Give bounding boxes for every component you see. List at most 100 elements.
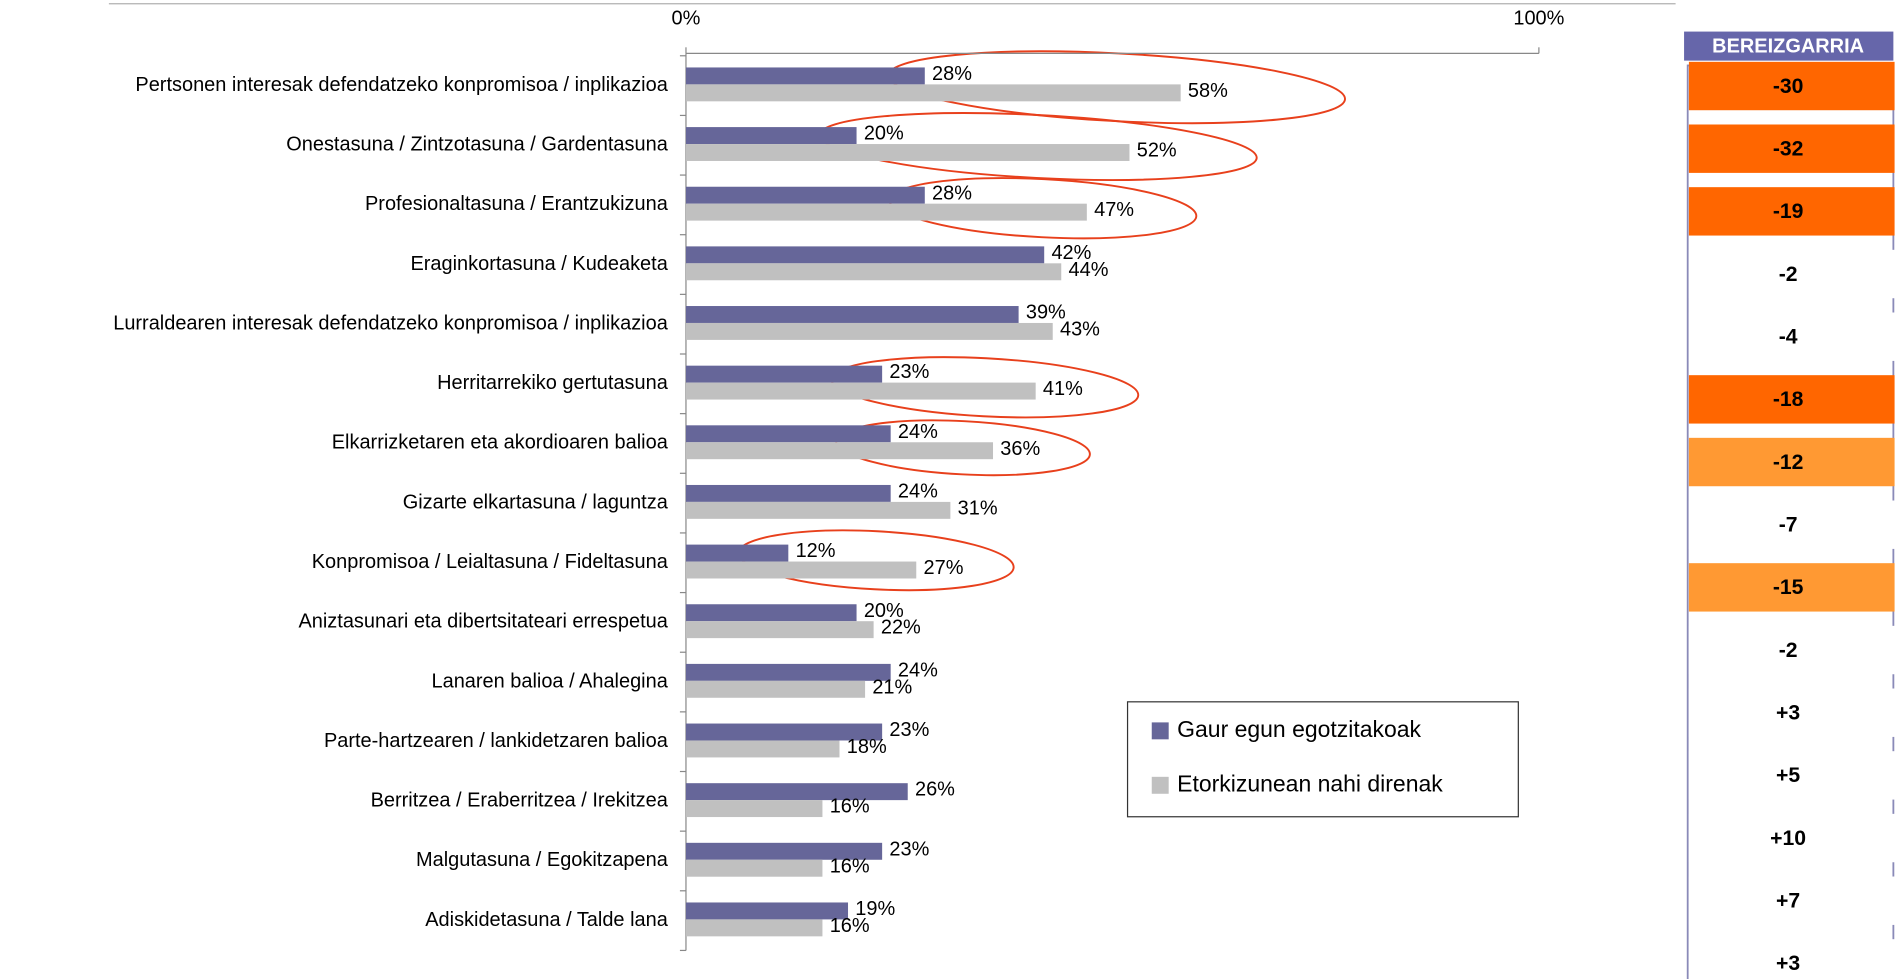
bar [685,604,857,622]
category-label: Profesionaltasuna / Erantzukizuna [365,193,669,215]
category-label: Parte-hartzearen / lankidetzaren balioa [324,730,669,752]
category-label: Lurraldearen interesak defendatzeko konp… [113,312,668,334]
data-label: 22% [881,617,921,639]
bar [685,484,891,502]
data-label: 26% [915,779,955,801]
diff-value: -2 [1779,263,1798,286]
bar [685,740,840,758]
bar [685,425,891,443]
bar [685,859,823,877]
bar [685,902,849,920]
diff-value: -7 [1779,514,1798,537]
diff-cell [1688,876,1895,925]
diff-value: -15 [1773,576,1804,599]
bar [685,67,925,85]
bar [685,919,823,937]
category-label: Adiskidetasuna / Talde lana [425,909,668,931]
bar [685,621,874,639]
diff-value: +5 [1776,764,1800,787]
bar [685,365,883,383]
bar [685,544,789,562]
bar [685,800,823,818]
bar [685,842,883,860]
data-label: 28% [932,182,972,204]
category-label: Berritzea / Eraberritzea / Irekitzea [371,790,669,812]
data-label: 36% [1000,438,1040,460]
bar [685,442,994,460]
data-label: 42% [1051,242,1091,264]
data-label: 41% [1043,378,1083,400]
data-label: 31% [958,497,998,519]
diff-cell [1688,500,1895,549]
diff-header: BEREIZGARRIA [1712,36,1864,58]
category-label: Konpromisoa / Leialtasuna / Fideltasuna [312,551,669,573]
diff-cell [1688,312,1895,361]
data-label: 27% [924,557,964,579]
diff-value: -4 [1779,326,1798,349]
data-label: 39% [1026,302,1066,324]
data-label: 23% [889,719,929,741]
diff-value: -30 [1773,75,1804,98]
data-label: 24% [898,480,938,502]
diff-value: -32 [1773,137,1804,160]
bar [685,663,891,681]
data-label: 44% [1069,259,1109,281]
data-label: 20% [864,600,904,622]
diff-cell [1688,688,1895,737]
category-label: Eraginkortasuna / Kudeaketa [410,253,668,275]
category-label: Herritarrekiko gertutasuna [437,372,669,394]
diff-cell [1688,61,1895,111]
category-label: Onestasuna / Zintzotasuna / Gardentasuna [286,134,668,156]
x-tick-label: 0% [672,8,701,30]
category-label: Malgutasuna / Egokitzapena [416,849,669,871]
data-label: 16% [830,915,870,937]
diff-value: +7 [1776,890,1800,913]
category-label: Pertsonen interesak defendatzeko konprom… [135,74,668,96]
bar [685,382,1036,400]
legend-label: Etorkizunean nahi direnak [1177,770,1443,796]
diff-cell [1688,124,1895,173]
diff-value: -18 [1773,388,1804,411]
bar [685,127,857,145]
x-tick-label: 100% [1513,8,1564,30]
data-label: 24% [898,421,938,443]
bar [685,723,883,741]
bar [685,263,1062,281]
diff-cell [1688,751,1895,800]
diff-cell [1688,249,1895,299]
bar [685,186,925,204]
category-label: Gizarte elkartasuna / laguntza [403,491,669,513]
bar [685,144,1130,161]
data-label: 20% [864,123,904,145]
category-label: Aniztasunari eta dibertsitateari errespe… [298,611,668,633]
diff-cell [1688,375,1895,424]
diff-cell [1688,939,1895,979]
bar [685,561,917,579]
diff-value: +3 [1776,952,1800,975]
category-label: Lanaren balioa / Ahalegina [432,670,669,692]
data-label: 23% [889,361,929,383]
data-label: 18% [847,736,887,758]
diff-value: +10 [1770,827,1806,850]
diff-header-bg [1684,31,1894,61]
category-label: Elkarrizketaren eta akordioaren balioa [332,432,669,454]
diff-value: +3 [1776,702,1800,725]
bar [685,246,1045,264]
data-label: 21% [872,676,912,698]
diff-cell [1688,625,1895,675]
data-label: 47% [1094,199,1134,221]
legend-swatch [1151,776,1169,794]
diff-value: -12 [1773,451,1804,474]
data-label: 58% [1188,80,1228,102]
legend-swatch [1151,722,1169,740]
data-label: 24% [898,659,938,681]
bar [685,306,1019,323]
bar [685,680,866,698]
data-label: 43% [1060,318,1100,340]
data-label: 28% [932,63,972,85]
bar [685,84,1181,102]
diff-value: -19 [1773,200,1804,223]
legend-box [1126,701,1519,818]
data-label: 16% [830,855,870,877]
